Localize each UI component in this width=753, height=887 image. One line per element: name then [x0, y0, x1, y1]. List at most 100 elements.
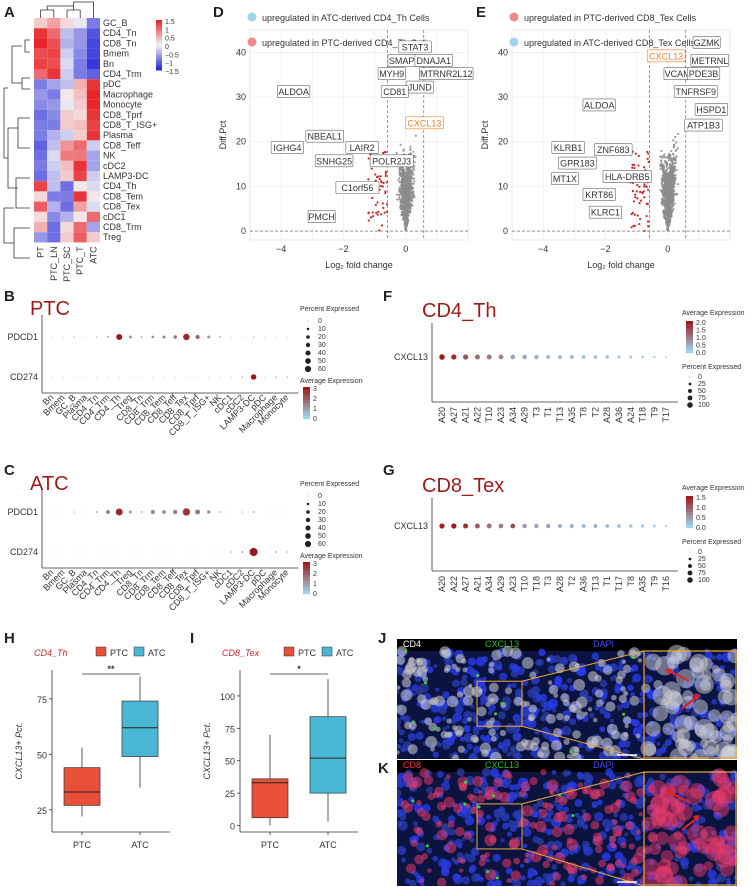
- stained-cell: [669, 796, 680, 807]
- panel-letter-c: C: [4, 462, 15, 479]
- nucleus: [502, 738, 511, 747]
- y-tick-label: 25: [37, 806, 47, 816]
- volcano-point: [636, 197, 639, 200]
- heatmap-cell: [47, 48, 61, 59]
- legend-label: upregulated in ATC-derived CD4_Th Cells: [262, 13, 430, 23]
- stained-cell: [630, 796, 638, 805]
- volcano-point: [398, 188, 401, 191]
- legend-swatch: [303, 409, 310, 413]
- nucleus: [563, 806, 570, 813]
- heatmap-cell: [60, 201, 74, 212]
- nucleus: [631, 664, 639, 672]
- volcano-point: [666, 175, 670, 179]
- gene-label: KLRC1: [591, 208, 620, 218]
- nucleus: [646, 690, 655, 699]
- volcano-point: [643, 183, 646, 186]
- volcano-point: [405, 205, 408, 208]
- dot: [640, 524, 645, 528]
- nucleus: [397, 725, 402, 731]
- stained-cell: [452, 803, 463, 813]
- volcano-point: [662, 168, 665, 171]
- heatmap-row-label: CD8_Tem: [103, 191, 143, 201]
- nucleus: [599, 706, 608, 715]
- y-axis-label: CXCL13+ Pct.: [202, 722, 212, 779]
- stained-cell: [469, 794, 478, 803]
- gene-label: METRNL: [691, 56, 728, 66]
- nucleus: [512, 664, 520, 673]
- volcano-point: [409, 207, 412, 210]
- volcano-point: [408, 193, 411, 196]
- gene-label: ZNF683: [597, 145, 630, 155]
- nucleus: [688, 876, 694, 882]
- box: [251, 778, 289, 819]
- nucleus: [416, 842, 426, 852]
- stained-cell: [592, 832, 603, 842]
- volcano-point: [661, 200, 664, 203]
- cxcl13-signal: [622, 712, 626, 716]
- nucleus: [489, 767, 500, 778]
- dot: [275, 551, 277, 553]
- y-tick-label: 0: [503, 226, 508, 236]
- cxcl13-signal: [569, 750, 573, 754]
- nucleus: [397, 775, 401, 780]
- heatmap-row-label: LAMP3-DC: [103, 171, 149, 181]
- sample-label: A21: [461, 407, 471, 423]
- nucleus: [452, 873, 461, 882]
- dot: [141, 551, 143, 553]
- heatmap-row-label: GC_B: [103, 18, 128, 28]
- sample-label: A24: [626, 407, 636, 423]
- legend-swatch: [156, 52, 162, 56]
- dot: [219, 511, 221, 513]
- box: [121, 700, 159, 757]
- stained-cell: [693, 837, 706, 850]
- volcano-point: [663, 199, 666, 203]
- volcano-point: [668, 172, 671, 175]
- heatmap-row-label: Treg: [103, 232, 121, 242]
- legend-tick: 30: [318, 517, 326, 524]
- volcano-point: [413, 195, 416, 198]
- volcano-point: [669, 200, 673, 203]
- legend-swatch: [156, 62, 162, 66]
- stained-cell: [573, 746, 580, 752]
- volcano-point: [403, 196, 406, 200]
- nucleus: [400, 746, 407, 753]
- volcano-point: [398, 171, 401, 174]
- y-tick-label: 30: [236, 92, 246, 102]
- heatmap-cell: [86, 140, 100, 151]
- stained-cell: [401, 678, 412, 688]
- gene-label: MT1X: [553, 174, 577, 184]
- dot: [51, 336, 53, 338]
- sample-label: A29: [520, 407, 530, 423]
- volcano-point: [664, 188, 667, 191]
- volcano-point: [395, 151, 398, 155]
- nucleus: [536, 799, 544, 807]
- nucleus: [536, 881, 542, 886]
- stained-cell: [490, 735, 497, 742]
- sample-label: A29: [496, 576, 506, 592]
- stained-cell: [630, 857, 638, 865]
- nucleus: [452, 679, 460, 688]
- stained-cell: [624, 821, 634, 831]
- stained-cell: [427, 868, 432, 873]
- stained-cell: [416, 657, 428, 669]
- legend-tick: 3: [313, 386, 317, 393]
- stained-cell: [490, 751, 502, 759]
- gene-label: GPR183: [560, 159, 595, 169]
- dot: [286, 376, 288, 378]
- nucleus: [414, 675, 422, 683]
- heatmap-cell: [86, 69, 100, 80]
- heatmap-cell: [47, 222, 61, 233]
- stained-cell: [693, 699, 709, 715]
- sample-label: T16: [661, 576, 671, 592]
- volcano-point: [663, 182, 666, 186]
- volcano-point: [666, 198, 670, 202]
- nucleus: [522, 843, 528, 849]
- legend-tick: 75: [698, 395, 706, 402]
- dot: [73, 551, 75, 553]
- cxcl13-signal: [494, 712, 498, 716]
- dot: [629, 355, 633, 359]
- legend-label: PTC: [298, 648, 317, 658]
- stained-cell: [620, 686, 626, 692]
- dot: [474, 354, 480, 360]
- heatmap-cell: [34, 79, 48, 90]
